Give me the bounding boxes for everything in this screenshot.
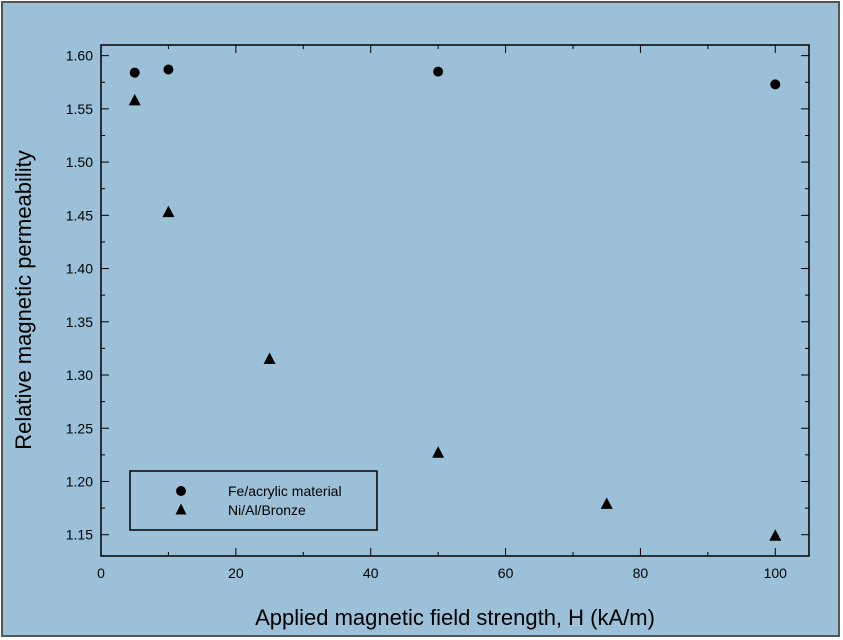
y-tick-label: 1.15 [66,527,93,543]
point-ni-al-bronze [128,93,141,106]
legend-marker-fe-acrylic [176,486,186,496]
point-ni-al-bronze [263,352,276,365]
point-ni-al-bronze [600,497,613,509]
y-tick-label: 1.60 [66,48,93,64]
point-ni-al-bronze [162,205,175,218]
plot-area [100,44,810,557]
point-ni-al-bronze [432,446,445,458]
y-tick-label: 1.40 [66,261,93,277]
x-tick-label: 80 [633,565,649,581]
y-tick-label: 1.25 [66,420,93,436]
y-tick-label: 1.55 [66,101,93,117]
y-tick-label: 1.45 [66,207,93,223]
legend-box [129,470,378,531]
y-tick-label: 1.30 [66,367,93,383]
y-tick-label: 1.50 [66,154,93,170]
x-tick-label: 60 [498,565,514,581]
legend-label-fe-acrylic: Fe/acrylic material [228,483,342,499]
x-axis-title: Applied magnetic field strength, H (kA/m… [255,605,655,630]
legend-marker-ni-al-bronze [175,503,187,515]
x-tick-label: 0 [97,565,105,581]
point-ni-al-bronze [769,529,782,541]
y-axis-title: Relative magnetic permeability [11,150,36,450]
data-points [128,64,782,541]
y-axis-ticks: 1.15 1.20 1.25 1.30 1.35 1.40 1.45 1.50 1.55 1.60 [66,48,809,543]
legend: Fe/acrylic material Ni/Al/Bronze [129,470,378,531]
x-axis-ticks: 0 20 40 60 80 100 [97,45,787,581]
point-fe-acrylic-material [163,64,174,75]
x-tick-label: 40 [363,565,379,581]
point-fe-acrylic-material [129,67,140,78]
point-fe-acrylic-material [433,66,444,77]
legend-label-ni-al-bronze: Ni/Al/Bronze [228,502,306,518]
x-tick-label: 100 [764,565,788,581]
x-tick-label: 20 [228,565,244,581]
y-tick-label: 1.20 [66,473,93,489]
point-fe-acrylic-material [770,79,781,90]
y-tick-label: 1.35 [66,314,93,330]
